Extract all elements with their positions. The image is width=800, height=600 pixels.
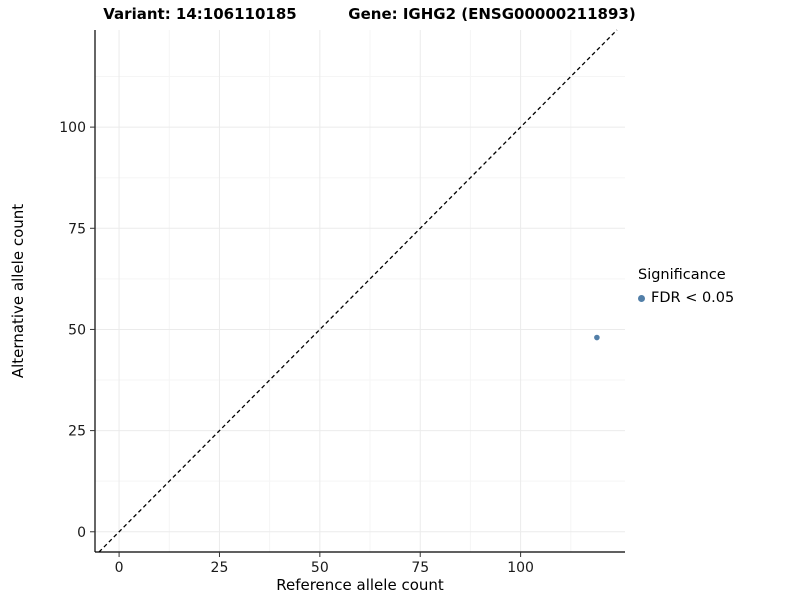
y-tick-label: 100 — [59, 120, 86, 136]
gene-title: Gene: IGHG2 (ENSG00000211893) — [348, 5, 636, 23]
y-tick-label: 50 — [68, 322, 86, 338]
legend-entry-label: FDR < 0.05 — [651, 289, 735, 306]
x-tick-label: 75 — [411, 560, 429, 576]
legend-entry: FDR < 0.05 — [638, 289, 734, 309]
identity-line — [98, 29, 618, 553]
legend-point-icon — [638, 294, 645, 302]
x-tick-label: 0 — [115, 560, 124, 576]
x-tick-label: 25 — [211, 560, 229, 576]
y-tick-label: 0 — [77, 525, 86, 541]
y-tick-label: 25 — [68, 424, 86, 440]
variant-title: Variant: 14:106110185 — [103, 5, 297, 23]
y-tick-label: 75 — [68, 221, 86, 237]
legend: Significance FDR < 0.05 — [638, 266, 734, 308]
x-axis-title: Reference allele count — [276, 576, 444, 594]
x-tick-label: 50 — [311, 560, 329, 576]
data-point — [594, 334, 600, 341]
legend-title: Significance — [638, 267, 726, 283]
x-tick-label: 100 — [507, 560, 534, 576]
